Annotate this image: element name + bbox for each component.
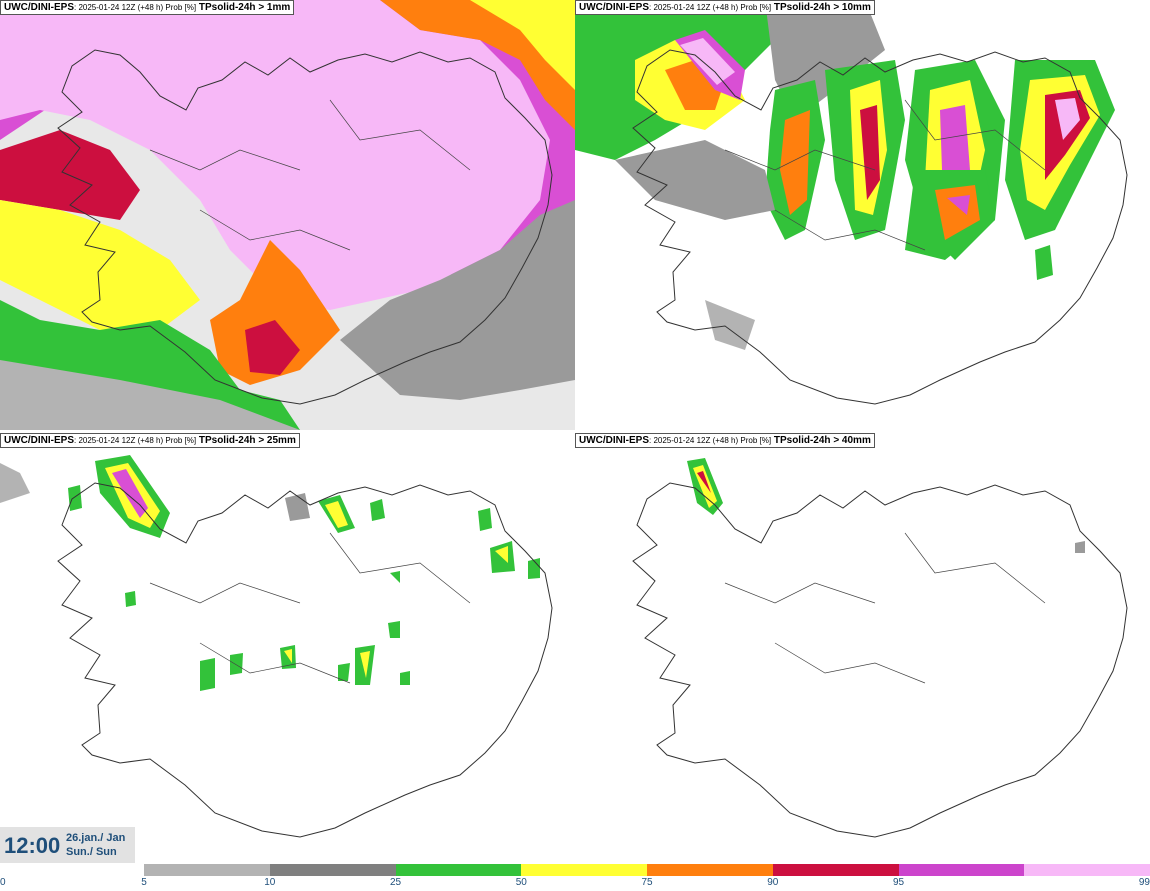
colorbar-segment (395, 864, 522, 876)
colorbar-segment (1024, 864, 1150, 876)
valid-date: 26.jan./ Jan Sun./ Sun (66, 831, 125, 859)
run-info: : 2025-01-24 12Z (+48 h) Prob [%] (74, 436, 197, 445)
valid-date-day: 26.jan./ Jan (66, 832, 126, 844)
colorbar-tick-label: 10 (264, 877, 276, 888)
colorbar-tick-label: 50 (515, 877, 527, 888)
panel-title: UWC/DINI-EPS: 2025-01-24 12Z (+48 h) Pro… (575, 433, 875, 448)
colorbar-tick-label: 25 (389, 877, 402, 888)
map-panel-1mm: UWC/DINI-EPS: 2025-01-24 12Z (+48 h) Pro… (0, 0, 575, 430)
colorbar-segment (647, 864, 773, 876)
colorbar-segment (144, 864, 270, 876)
panel-title: UWC/DINI-EPS: 2025-01-24 12Z (+48 h) Pro… (575, 0, 875, 15)
probability-map-10mm (575, 0, 1150, 430)
colorbar-tick-label: 90 (767, 877, 779, 888)
probability-map-40mm (575, 433, 1150, 863)
colorbar-tick-label: 5 (141, 877, 147, 888)
probability-map-1mm (0, 0, 575, 430)
map-panel-10mm: UWC/DINI-EPS: 2025-01-24 12Z (+48 h) Pro… (575, 0, 1150, 430)
map-panel-25mm: UWC/DINI-EPS: 2025-01-24 12Z (+48 h) Pro… (0, 433, 575, 863)
colorbar-segment (898, 864, 1025, 876)
panel-title: UWC/DINI-EPS: 2025-01-24 12Z (+48 h) Pro… (0, 0, 295, 15)
model-source: UWC/DINI-EPS (579, 2, 649, 13)
colorbar-segment (521, 864, 647, 876)
variable-threshold: TPsolid-24h > 10mm (773, 2, 871, 13)
colorbar-tick-label: 99 (1138, 877, 1150, 888)
colorbar-tick-label: 95 (892, 877, 905, 888)
colorbar-tick-label: 75 (641, 877, 653, 888)
valid-date-weekday: Sun./ Sun (66, 846, 117, 858)
valid-time: 12:00 (4, 833, 61, 858)
variable-threshold: TPsolid-24h > 1mm (198, 2, 291, 13)
panel-title: UWC/DINI-EPS: 2025-01-24 12Z (+48 h) Pro… (0, 433, 300, 448)
run-info: : 2025-01-24 12Z (+48 h) Prob [%] (649, 3, 772, 12)
colorbar-ticks: 0 5 10 25 50 75 90 95 99 (0, 877, 1150, 891)
run-info: : 2025-01-24 12Z (+48 h) Prob [%] (74, 3, 197, 12)
probability-map-25mm (0, 433, 575, 863)
variable-threshold: TPsolid-24h > 25mm (198, 435, 296, 446)
valid-time-box: 12:00 26.jan./ Jan Sun./ Sun (0, 827, 135, 863)
map-panel-40mm: UWC/DINI-EPS: 2025-01-24 12Z (+48 h) Pro… (575, 433, 1150, 863)
run-info: : 2025-01-24 12Z (+48 h) Prob [%] (649, 436, 772, 445)
model-source: UWC/DINI-EPS (4, 435, 74, 446)
colorbar-segment (772, 864, 899, 876)
model-source: UWC/DINI-EPS (579, 435, 649, 446)
colorbar-segment (269, 864, 396, 876)
colorbar-tick-label: 0 (0, 877, 6, 888)
variable-threshold: TPsolid-24h > 40mm (773, 435, 871, 446)
model-source: UWC/DINI-EPS (4, 2, 74, 13)
probability-colorbar (144, 864, 1150, 876)
